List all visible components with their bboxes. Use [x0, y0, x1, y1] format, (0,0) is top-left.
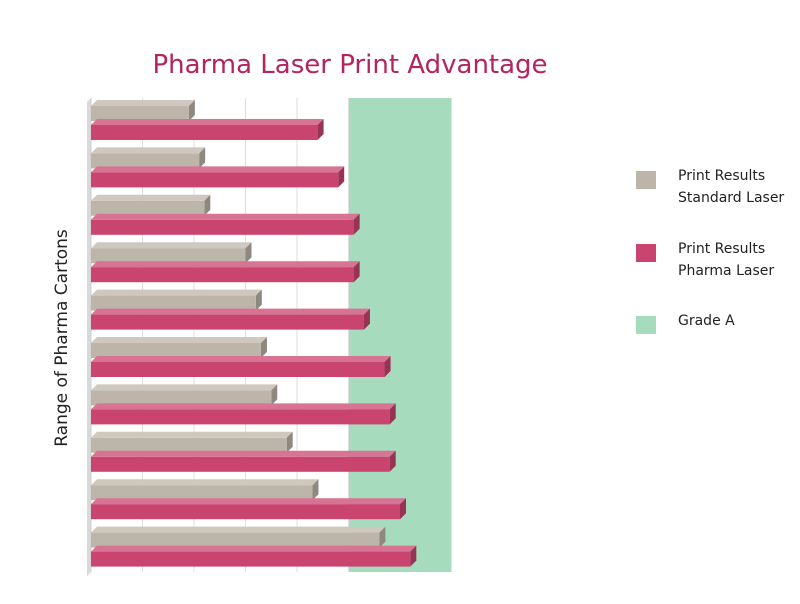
bar-pharma-laser-5-top: [91, 308, 370, 315]
bar-pharma-laser-9: [91, 504, 400, 520]
bar-pharma-laser-3: [91, 219, 354, 235]
bar-standard-laser-7-side: [271, 384, 278, 406]
bar-pharma-laser-4: [91, 267, 354, 283]
bar-standard-laser-10-side: [379, 526, 386, 548]
bar-standard-laser-5-side: [255, 289, 262, 311]
bar-standard-laser-6: [91, 343, 261, 358]
bar-standard-laser-5: [91, 295, 256, 311]
bar-pharma-laser-10-top: [91, 545, 417, 552]
bar-standard-laser-7: [91, 390, 272, 406]
bar-pharma-laser-9-top: [91, 498, 406, 505]
bar-pharma-laser-6-side: [384, 356, 391, 377]
bar-standard-laser-4: [91, 248, 246, 264]
bar-pharma-laser-4-top: [91, 261, 360, 268]
bar-pharma-laser-8-side: [389, 450, 396, 472]
bar-standard-laser-4-top: [91, 242, 252, 249]
bar-pharma-laser-3-side: [353, 213, 360, 235]
y-axis-wall: [87, 98, 91, 576]
grade-a-band: [348, 98, 452, 572]
bar-pharma-laser-2: [91, 172, 339, 188]
chart-title: Pharma Laser Print Advantage: [152, 50, 548, 80]
legend-item-standard-laser: Print Results Standard Laser: [636, 165, 784, 209]
legend-item-grade-a: Grade A: [636, 310, 735, 334]
legend-swatch-standard-laser: [636, 171, 656, 189]
bar-standard-laser-5-top: [91, 289, 262, 296]
bar-standard-laser-2: [91, 153, 200, 169]
bar-pharma-laser-8-top: [91, 450, 396, 457]
legend-label-line: Print Results: [678, 168, 766, 184]
legend-label-line: Print Results: [678, 241, 766, 257]
bar-standard-laser-9: [91, 485, 313, 501]
bar-standard-laser-3-side: [204, 194, 211, 216]
bar-pharma-laser-2-side: [338, 166, 345, 188]
legend-label-standard-laser: Print Results Standard Laser: [678, 165, 784, 209]
bar-pharma-laser-6: [91, 362, 385, 377]
legend-label-grade-a: Grade A: [678, 310, 735, 332]
bar-standard-laser-6-side: [260, 337, 267, 358]
bar-standard-laser-8-top: [91, 431, 293, 438]
bar-pharma-laser-7-side: [389, 403, 396, 425]
bar-pharma-laser-4-side: [353, 261, 360, 283]
bar-pharma-laser-3-top: [91, 213, 360, 220]
bar-standard-laser-1-top: [91, 100, 195, 106]
bar-pharma-laser-10: [91, 551, 411, 567]
legend-swatch-pharma-laser: [636, 244, 656, 262]
bar-pharma-laser-7-top: [91, 403, 396, 410]
bar-standard-laser-1: [91, 106, 189, 121]
bar-standard-laser-3: [91, 200, 205, 216]
bar-standard-laser-9-top: [91, 479, 319, 486]
bar-pharma-laser-1: [91, 125, 318, 140]
bar-standard-laser-7-top: [91, 384, 278, 391]
bar-pharma-laser-1-top: [91, 119, 324, 125]
bar-pharma-laser-5-side: [363, 308, 370, 330]
bar-standard-laser-4-side: [245, 242, 252, 264]
bar-pharma-laser-6-top: [91, 356, 391, 362]
bar-pharma-laser-9-side: [400, 498, 406, 520]
bar-standard-laser-10: [91, 532, 380, 548]
legend-label-line: Pharma Laser: [678, 263, 775, 279]
legend-item-pharma-laser: Print Results Pharma Laser: [636, 238, 774, 282]
bar-pharma-laser-5: [91, 314, 364, 330]
bar-standard-laser-1-side: [188, 100, 195, 121]
bar-pharma-laser-1-side: [317, 119, 324, 140]
legend-label-pharma-laser: Print Results Pharma Laser: [678, 238, 774, 282]
bar-pharma-laser-8: [91, 456, 390, 472]
bar-standard-laser-10-top: [91, 526, 386, 533]
bar-pharma-laser-2-top: [91, 166, 345, 173]
bar-standard-laser-8-side: [286, 431, 293, 453]
bar-standard-laser-2-side: [199, 147, 206, 169]
legend-label-line: Standard Laser: [678, 190, 785, 206]
bar-pharma-laser-7: [91, 409, 390, 425]
bar-pharma-laser-10-side: [410, 545, 417, 567]
bar-standard-laser-9-side: [312, 479, 319, 501]
legend-swatch-grade-a: [636, 316, 656, 334]
bar-standard-laser-2-top: [91, 147, 206, 154]
legend-label-line: Grade A: [678, 313, 735, 329]
bar-standard-laser-6-top: [91, 337, 267, 343]
bar-standard-laser-3-top: [91, 194, 211, 201]
bar-standard-laser-8: [91, 437, 287, 453]
